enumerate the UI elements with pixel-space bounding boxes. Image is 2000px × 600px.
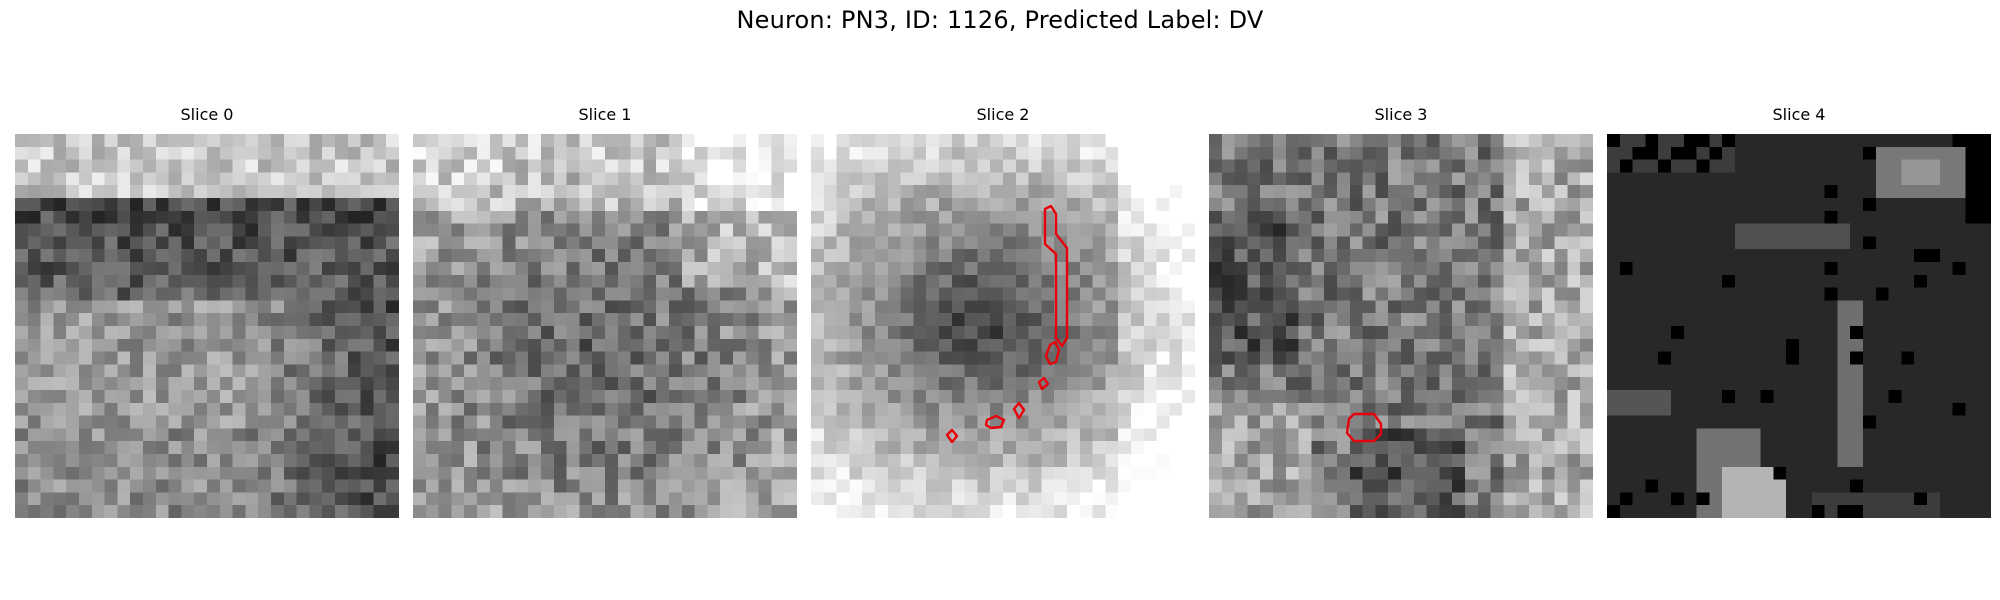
slice-panel-4: Slice 4 [1607,105,1991,518]
contour-outline [1043,204,1069,348]
figure-title: Neuron: PN3, ID: 1126, Predicted Label: … [736,6,1264,34]
slice-image [1209,134,1593,518]
slice-title: Slice 2 [976,105,1030,124]
contour-outline [984,414,1006,430]
slice-image [1607,134,1991,518]
slice-title: Slice 0 [180,105,234,124]
contour-outline [1037,376,1050,391]
slice-panel-0: Slice 0 [15,105,399,518]
contour-outline [1012,401,1026,420]
slice-title: Slice 4 [1772,105,1826,124]
slice-image [15,134,399,518]
contour-outline [1345,412,1383,443]
contour-overlay [945,204,1069,444]
slice-panel-3: Slice 3 [1209,105,1593,518]
slice-image [413,134,797,518]
slice-panel-1: Slice 1 [413,105,797,518]
contour-outline [945,428,959,444]
slice-image [811,134,1195,518]
contour-outline [1044,340,1061,366]
slice-panel-2: Slice 2 [811,105,1195,518]
slice-title: Slice 1 [578,105,632,124]
contour-overlay [1345,412,1383,443]
slice-title: Slice 3 [1374,105,1428,124]
